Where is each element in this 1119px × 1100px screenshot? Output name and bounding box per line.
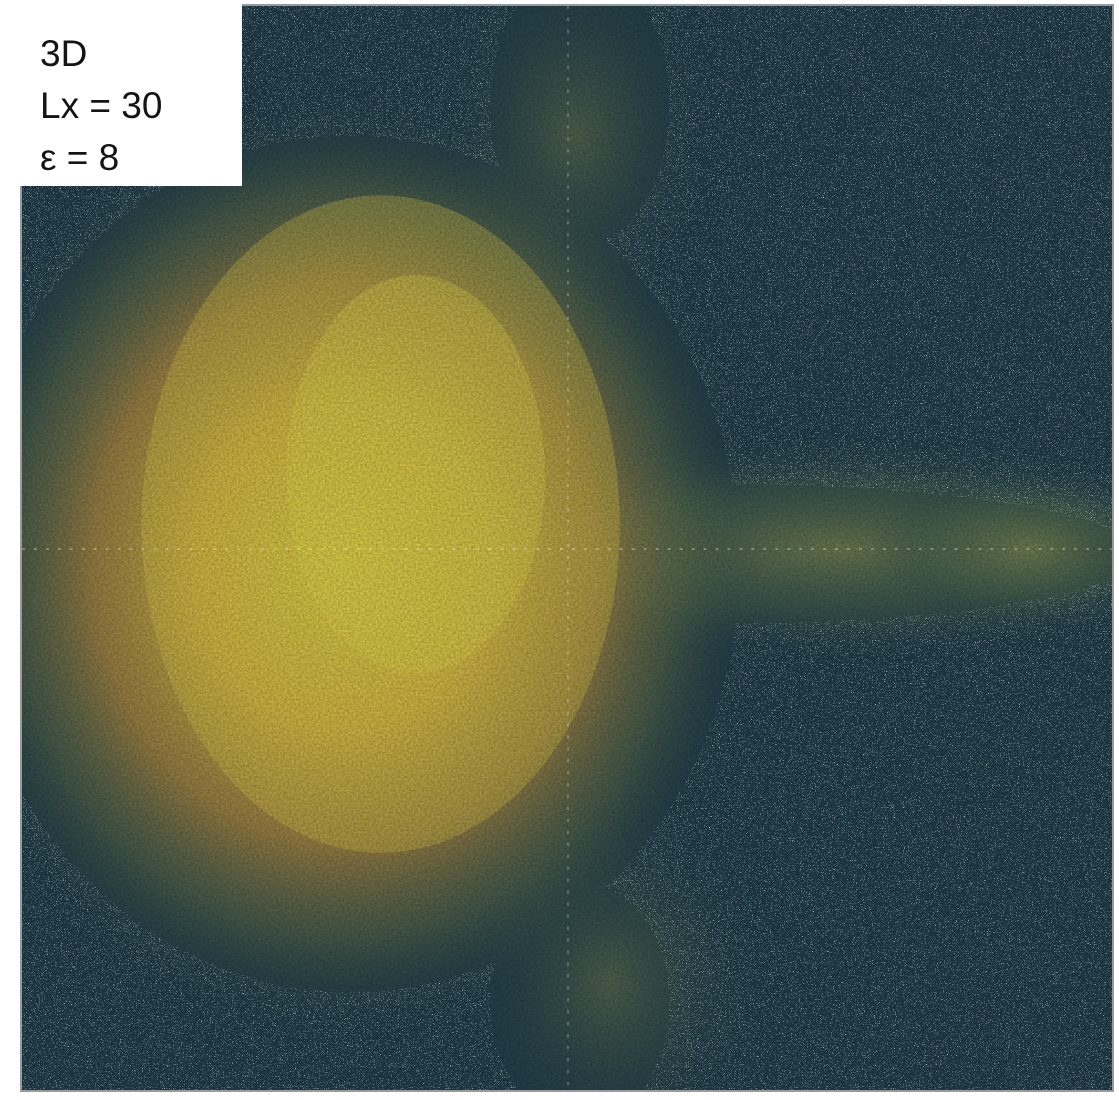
parameter-label-box: 3D Lx = 30 ε = 8	[0, 0, 242, 186]
dimension-label: 3D	[40, 33, 88, 74]
lx-label: Lx = 30	[40, 85, 163, 126]
epsilon-label: ε = 8	[40, 137, 120, 178]
density-field-image	[22, 6, 1112, 1090]
particle-density-map	[20, 4, 1114, 1092]
